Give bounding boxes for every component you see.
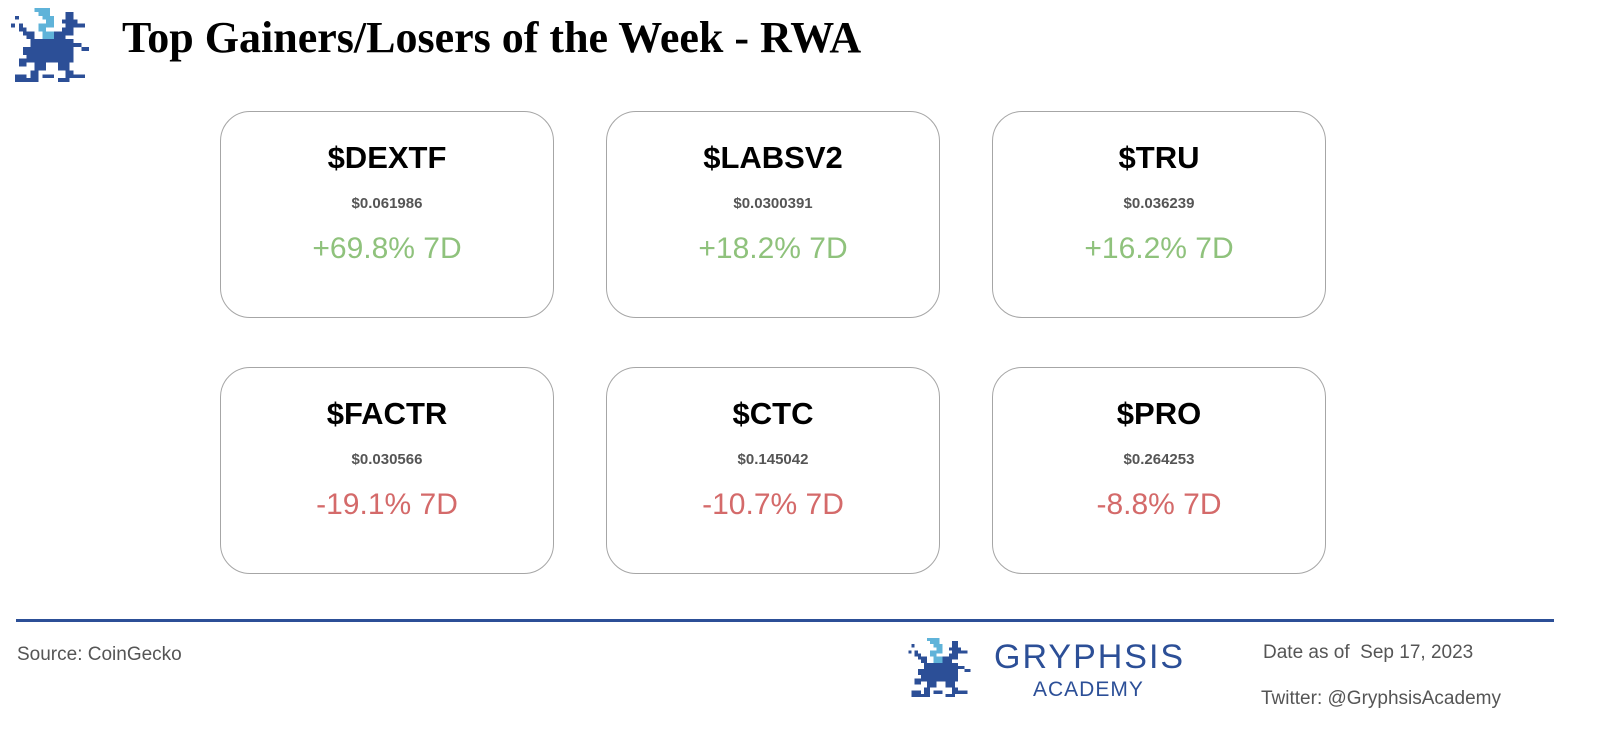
brand-subtitle: ACADEMY — [1033, 678, 1144, 701]
token-price: $0.036239 — [1123, 195, 1195, 212]
gainer-card: $TRU $0.036239 +16.2% 7D — [992, 111, 1326, 318]
token-price: $0.061986 — [351, 195, 423, 212]
token-ticker: $DEXTF — [327, 140, 447, 175]
token-cards: $DEXTF $0.061986 +69.8% 7D $LABSV2 $0.03… — [220, 111, 1326, 574]
twitter-handle: Twitter: @GryphsisAcademy — [1261, 688, 1501, 709]
token-change: -8.8% 7D — [1096, 488, 1222, 521]
loser-card: $FACTR $0.030566 -19.1% 7D — [220, 367, 554, 574]
date-note: Date as of Sep 17, 2023 — [1263, 642, 1474, 663]
token-price: $0.030566 — [351, 451, 423, 468]
token-change: +16.2% 7D — [1084, 232, 1234, 265]
token-change: -10.7% 7D — [702, 488, 844, 521]
loser-card: $CTC $0.145042 -10.7% 7D — [606, 367, 940, 574]
gryphon-logo-icon — [11, 8, 90, 83]
loser-card: $PRO $0.264253 -8.8% 7D — [992, 367, 1326, 574]
token-ticker: $PRO — [1116, 396, 1202, 431]
gainer-card: $LABSV2 $0.0300391 +18.2% 7D — [606, 111, 940, 318]
gryphon-logo-icon — [908, 638, 971, 697]
token-price: $0.264253 — [1123, 451, 1195, 468]
token-price: $0.0300391 — [733, 195, 813, 212]
token-price: $0.145042 — [737, 451, 809, 468]
brand-name: GRYPHSIS — [994, 638, 1186, 676]
token-ticker: $LABSV2 — [703, 140, 843, 175]
token-ticker: $FACTR — [326, 396, 448, 431]
page-title: Top Gainers/Losers of the Week - RWA — [122, 13, 862, 62]
token-change: -19.1% 7D — [316, 488, 458, 521]
brand-lockup: GRYPHSIS ACADEMY — [908, 636, 1198, 702]
footer-divider — [16, 619, 1554, 622]
token-change: +69.8% 7D — [312, 232, 462, 265]
source-note: Source: CoinGecko — [17, 644, 182, 665]
token-change: +18.2% 7D — [698, 232, 848, 265]
token-ticker: $CTC — [732, 396, 814, 431]
gainer-card: $DEXTF $0.061986 +69.8% 7D — [220, 111, 554, 318]
token-ticker: $TRU — [1118, 140, 1200, 175]
